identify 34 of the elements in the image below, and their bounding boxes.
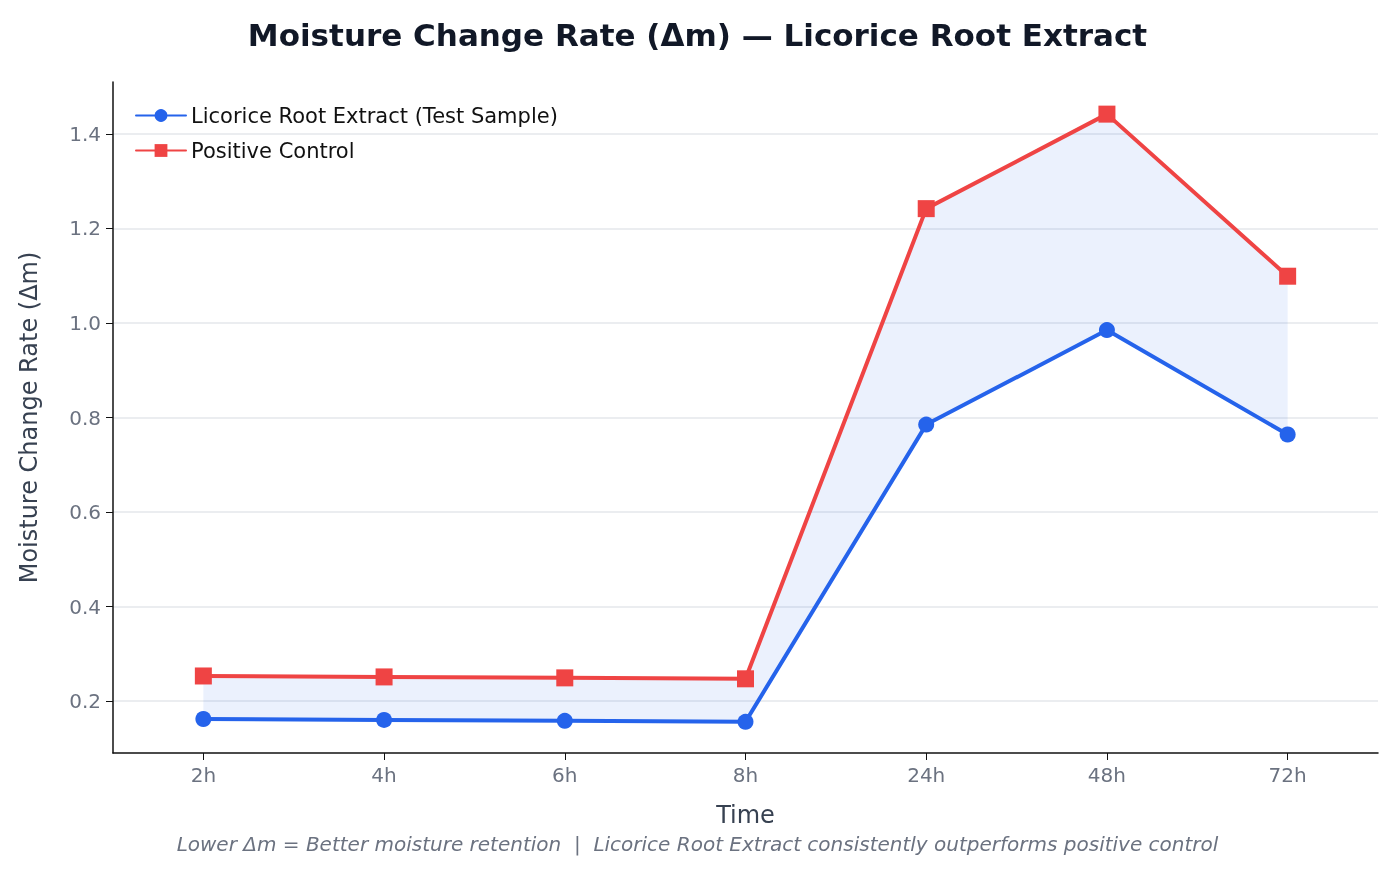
y-tick-label: 0.8 [69, 405, 101, 430]
x-tick-label: 24h [907, 763, 946, 787]
x-tick-label: 6h [552, 763, 578, 787]
y-tick-label: 1.0 [69, 310, 101, 335]
point [376, 711, 393, 728]
x-tick-label: 48h [1087, 763, 1126, 787]
y-axis-title: Moisture Change Rate (Δm) [15, 251, 43, 584]
point [737, 670, 754, 688]
point [556, 669, 574, 687]
x-tick-label: 72h [1268, 763, 1307, 787]
point [195, 710, 212, 727]
x-tick-label: 8h [732, 763, 759, 787]
x-axis-title: Time [715, 801, 775, 829]
legend-label: Positive Control [191, 138, 355, 163]
point [918, 416, 935, 433]
point [375, 668, 393, 686]
chart-title: Moisture Change Rate (Δm) — Licorice Root Extract [247, 16, 1148, 53]
x-tick-label: 4h [371, 763, 397, 787]
point [1098, 105, 1116, 123]
point [194, 667, 212, 685]
y-tick-label: 0.6 [69, 500, 101, 525]
point [1279, 267, 1297, 285]
x-tick-label: 2h [190, 763, 217, 787]
point [556, 712, 573, 729]
y-tick-label: 0.2 [69, 689, 101, 714]
legend-label: Licorice Root Extract (Test Sample) [191, 103, 558, 128]
y-tick-label: 0.4 [69, 594, 101, 619]
y-tick-label: 1.2 [69, 216, 101, 241]
point [737, 713, 754, 730]
point [1098, 322, 1115, 339]
text: Lower Δm = Better moisture retention | Licorice Root Extract consistently outperforms positive control [176, 832, 1219, 856]
y-tick-label: 1.4 [69, 121, 101, 146]
point [917, 200, 935, 218]
point [1279, 426, 1296, 443]
